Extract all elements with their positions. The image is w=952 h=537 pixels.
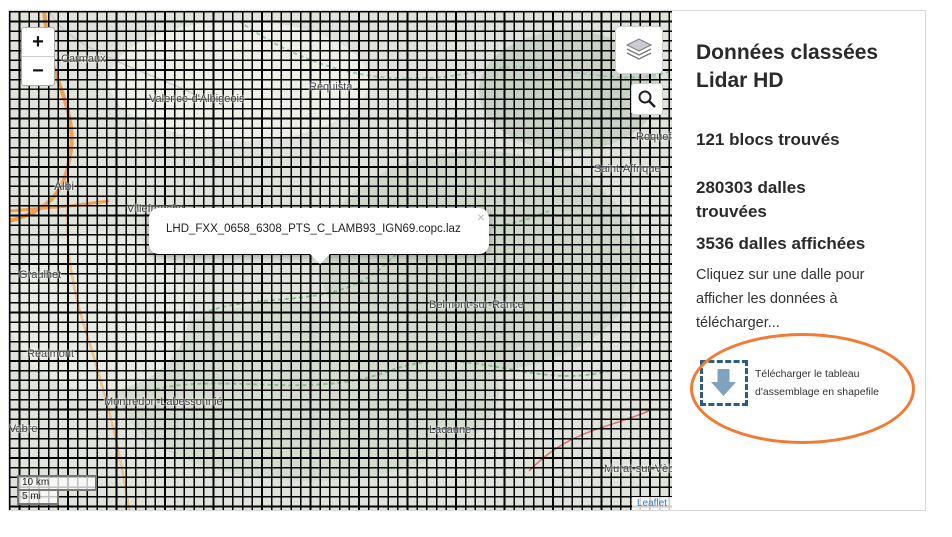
place-label: Réalmont xyxy=(27,348,75,360)
popup-tip xyxy=(310,254,330,264)
scale-km: 10 km xyxy=(17,475,97,491)
app-frame: Carmaux Valence-d'Albigeois Réquista Alb… xyxy=(8,10,926,511)
download-label: Télécharger le tableau d'assemblage en s… xyxy=(755,368,880,398)
place-label: Albi xyxy=(54,179,75,193)
download-icon xyxy=(700,360,748,406)
download-shapefile-button[interactable]: Télécharger le tableau d'assemblage en s… xyxy=(700,357,900,409)
search-button[interactable] xyxy=(631,83,663,115)
scale-mi: 5 mi xyxy=(17,491,59,505)
leaflet-attribution-link[interactable]: Leaflet xyxy=(631,497,672,510)
info-panel: Données classées Lidar HD 121 blocs trou… xyxy=(672,11,925,510)
place-label: Valence-d'Albigeois xyxy=(149,93,245,105)
zoom-out-button[interactable]: − xyxy=(22,56,54,85)
zoom-in-button[interactable]: + xyxy=(32,31,44,53)
zoom-control: + − xyxy=(21,27,55,86)
layers-icon xyxy=(625,38,653,60)
tile-grid[interactable] xyxy=(9,11,672,510)
place-label: Lacaune xyxy=(429,424,472,436)
layers-button[interactable] xyxy=(615,26,663,74)
tile-popup: LHD_FXX_0658_6308_PTS_C_LAMB93_IGN69.cop… xyxy=(149,208,489,264)
place-label: Graulhet xyxy=(19,269,62,281)
search-icon xyxy=(638,90,656,108)
map[interactable]: Carmaux Valence-d'Albigeois Réquista Alb… xyxy=(9,11,672,510)
place-label: Belmont-sur-Rance xyxy=(429,299,524,311)
place-label: Saint-Affrique xyxy=(594,163,661,175)
place-label: Vabre xyxy=(9,423,38,435)
instruction-text: Cliquez sur une dalle pour afficher les … xyxy=(696,267,865,331)
panel-title: Données classées Lidar HD xyxy=(696,41,879,92)
place-label: Montredon-Labessonnié xyxy=(104,396,223,408)
place-label: Roquefort xyxy=(636,131,672,143)
blocks-count: 121 blocs trouvés xyxy=(696,130,840,149)
popup-close-button[interactable]: × xyxy=(476,209,485,225)
place-label: Carmaux xyxy=(61,53,106,65)
tiles-shown-count: 3536 dalles affichées xyxy=(696,234,866,253)
tiles-found-count: 280303 dalles trouvées xyxy=(696,178,806,221)
popup-filename: LHD_FXX_0658_6308_PTS_C_LAMB93_IGN69.cop… xyxy=(166,223,461,235)
place-label: Murat-sur-Vèbre xyxy=(604,463,672,475)
place-label: Réquista xyxy=(309,81,353,93)
